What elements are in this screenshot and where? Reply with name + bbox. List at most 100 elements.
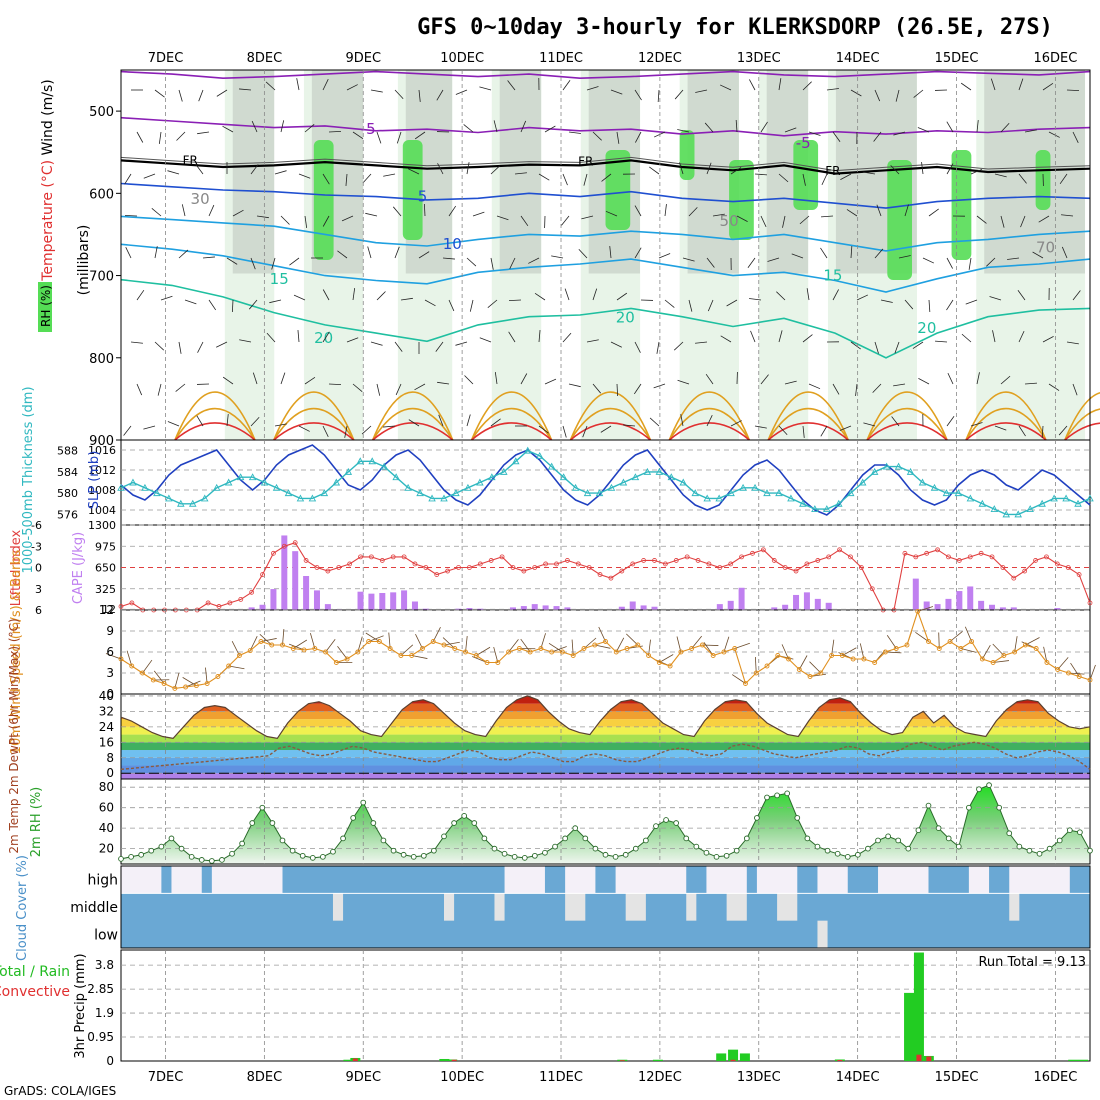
wind-barb xyxy=(400,644,414,656)
wind-barb xyxy=(239,88,252,91)
wind-barb xyxy=(1043,646,1048,663)
rh-marker xyxy=(481,835,488,842)
temp-band xyxy=(121,742,1090,751)
rh-marker xyxy=(249,820,256,826)
date-label-top: 13DEC xyxy=(737,51,781,66)
wind-barb xyxy=(455,89,468,95)
lifted-index-marker xyxy=(717,565,723,570)
wind-barb xyxy=(731,674,746,684)
wind-barb xyxy=(616,383,619,397)
rh-marker xyxy=(1046,845,1053,852)
wind-barb xyxy=(616,131,620,144)
rh-marker xyxy=(915,827,922,834)
wind-barb xyxy=(949,631,963,642)
wind-barb xyxy=(1018,330,1025,343)
thickness-marker xyxy=(308,494,317,502)
wind-barb xyxy=(634,341,641,353)
wind-barb xyxy=(198,89,204,102)
rh-marker xyxy=(299,852,306,859)
thickness-marker xyxy=(763,489,771,497)
thickness-marker xyxy=(571,483,580,491)
wind-barb xyxy=(904,299,914,310)
wind-barb xyxy=(1048,131,1060,138)
wind-barb xyxy=(874,248,884,259)
wind-speed-marker xyxy=(366,639,372,644)
thickness-marker xyxy=(189,499,197,507)
wind-barb xyxy=(850,341,861,350)
wind-barb xyxy=(438,414,444,427)
wind-speed-marker xyxy=(656,660,662,665)
wind-speed-marker xyxy=(807,674,813,679)
thickness-marker xyxy=(978,499,987,507)
wind-barb xyxy=(754,425,767,429)
wind-barb xyxy=(538,173,550,181)
wind-barb xyxy=(248,299,258,310)
wind-barb xyxy=(123,425,132,436)
precip-tick-label: 3.8 xyxy=(95,958,114,972)
lifted-index-marker xyxy=(227,600,233,606)
warm-contour xyxy=(471,422,553,441)
wind-barb xyxy=(1018,78,1024,91)
rh-band-gray xyxy=(232,70,275,274)
thickness-marker xyxy=(535,451,544,459)
wind-barb xyxy=(782,215,786,228)
thickness-marker xyxy=(966,494,975,502)
cloud-clear-middle xyxy=(686,893,697,921)
cape-bar xyxy=(324,604,331,610)
wind-barb xyxy=(832,383,840,395)
wind-barb xyxy=(274,423,287,427)
rh-marker xyxy=(612,853,619,860)
axis-label-part: 10m Wind Speed (m/s) & Barbs xyxy=(9,549,24,754)
wind-barb xyxy=(673,341,684,351)
lifted-index-marker xyxy=(564,558,570,563)
wind-barb xyxy=(1042,82,1054,91)
wind-barb xyxy=(352,383,363,393)
cape-bar xyxy=(368,593,375,610)
panel-upper-air: FR FR FR -5 -5 5 10 15 15 20 20 20 30 50 70 500 600 700 80… xyxy=(38,69,1100,449)
lifted-index-marker xyxy=(782,565,788,570)
wind-barb xyxy=(702,644,719,646)
wind-speed-marker xyxy=(743,681,748,686)
thickness-marker xyxy=(141,483,149,491)
rh-marker xyxy=(683,835,690,842)
wind-barb xyxy=(298,425,310,432)
lifted-index-marker xyxy=(249,589,255,595)
lifted-index-marker xyxy=(390,554,396,560)
date-label-bottom: 11DEC xyxy=(539,1070,583,1085)
wind-barb xyxy=(346,84,358,91)
thickness-marker xyxy=(368,457,376,465)
lifted-index-marker xyxy=(379,558,385,563)
thickness-marker xyxy=(177,499,185,507)
axis-label-part: Wind (m/s) xyxy=(40,79,56,155)
precip-convective-bar xyxy=(926,1056,932,1061)
wind-barb xyxy=(476,646,491,656)
wind-speed-marker xyxy=(786,656,791,662)
wind-speed-marker xyxy=(376,639,382,644)
wind-barb xyxy=(1018,173,1027,184)
wind-barb xyxy=(157,383,162,396)
wind-barb xyxy=(222,125,234,133)
rh-legend-swatch xyxy=(38,282,52,332)
li-tick-label: 6 xyxy=(35,604,42,617)
wind-speed-marker xyxy=(527,649,533,655)
rh-marker xyxy=(239,840,245,847)
wind-speed-marker xyxy=(484,660,490,665)
temp-band xyxy=(121,726,1090,735)
rh-marker xyxy=(128,853,134,860)
panel-precipitation: 0 0.95 1.9 2.85 3.8 Run Total = 9.13 3hr Preci… xyxy=(0,949,1091,1068)
temp-band xyxy=(121,773,1090,779)
wind-barb xyxy=(544,125,556,133)
wind-speed-marker xyxy=(1044,660,1050,665)
rh-marker xyxy=(118,856,124,862)
rh-marker xyxy=(501,850,508,857)
temp-band xyxy=(121,765,1090,774)
thickness-marker xyxy=(739,483,747,491)
cape-bar xyxy=(945,598,952,610)
wind-barb xyxy=(946,416,955,427)
thickness-marker xyxy=(799,499,807,507)
rh-marker xyxy=(289,847,296,854)
thickness-marker xyxy=(512,457,520,465)
warm-contour xyxy=(668,407,750,441)
wind-barb xyxy=(322,289,330,301)
wind-barb xyxy=(583,637,597,649)
